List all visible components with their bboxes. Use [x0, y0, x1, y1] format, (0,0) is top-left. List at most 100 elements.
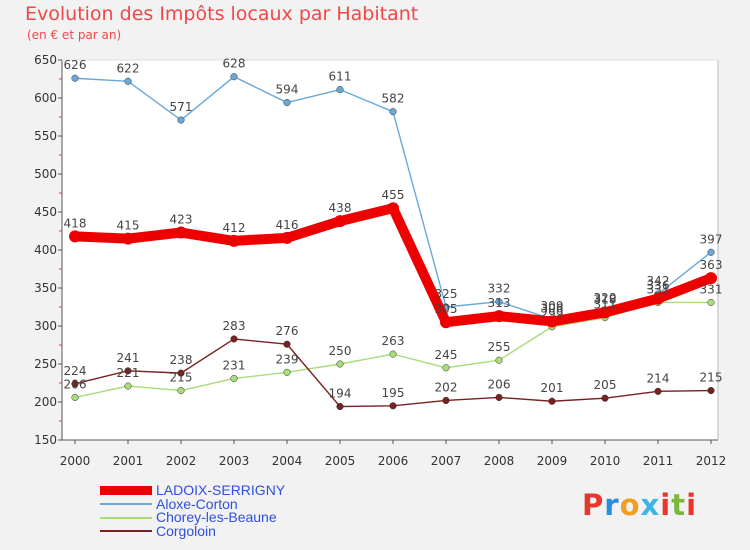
legend-swatch [100, 503, 152, 506]
y-tick-label: 550 [34, 129, 57, 143]
data-point [283, 340, 291, 348]
data-label: 215 [170, 371, 193, 385]
x-tick-label: 2011 [643, 454, 674, 468]
data-label: 363 [700, 258, 723, 272]
data-label: 342 [647, 274, 670, 288]
x-tick-label: 2000 [60, 454, 91, 468]
data-label: 311 [594, 298, 617, 312]
data-label: 214 [647, 371, 670, 385]
data-point [548, 397, 556, 405]
data-label: 306 [541, 301, 564, 315]
legend-entry: Chorey-les-Beaune [100, 509, 285, 526]
data-label: 241 [117, 351, 140, 365]
data-label: 331 [700, 282, 723, 296]
data-point [389, 402, 397, 410]
data-label: 305 [435, 302, 458, 316]
data-point [495, 298, 503, 306]
data-point [707, 387, 715, 395]
data-point [336, 403, 344, 411]
data-label: 194 [329, 387, 352, 401]
data-point [599, 306, 611, 319]
data-label: 195 [382, 386, 405, 400]
labels-ladoix-serrigny: 418 415 423 412 416 438 455 305 313 306 318 336 363 [64, 188, 723, 316]
legend-swatch [100, 516, 152, 519]
data-point [283, 368, 291, 376]
data-label: 622 [117, 61, 140, 75]
data-point [336, 360, 344, 368]
x-tick-label: 2005 [325, 454, 356, 468]
y-tick-label: 250 [34, 357, 57, 371]
data-point [122, 232, 134, 245]
data-label: 231 [223, 358, 246, 372]
y-tick-label: 600 [34, 91, 57, 105]
data-point [387, 202, 399, 215]
x-tick-label: 2009 [537, 454, 568, 468]
legend-swatch [100, 486, 152, 496]
x-tick-label: 2004 [272, 454, 303, 468]
y-tick-label: 350 [34, 281, 57, 295]
legend-label: Aloxe-Corton [156, 495, 238, 512]
data-label: 201 [541, 381, 564, 395]
y-tick-label: 200 [34, 395, 57, 409]
legend: LADOIX-SERRIGNY Aloxe-Corton Chorey-les-Be… [100, 482, 286, 539]
legend-label: Corgoloin [156, 522, 216, 539]
data-label: 276 [276, 324, 299, 338]
series-corgoloin [71, 335, 715, 411]
data-label: 320 [594, 291, 617, 305]
logo-letter: i [686, 488, 698, 522]
x-tick-label: 2012 [696, 454, 727, 468]
legend-label: Chorey-les-Beaune [156, 509, 277, 526]
legend-label: LADOIX-SERRIGNY [156, 482, 286, 499]
data-label: 418 [64, 216, 87, 230]
data-label: 582 [382, 92, 405, 106]
x-tick-label: 2007 [431, 454, 462, 468]
data-label: 206 [488, 377, 511, 391]
data-point [440, 316, 452, 329]
data-point [228, 234, 240, 247]
data-label: 455 [382, 188, 405, 202]
data-point [389, 350, 397, 358]
data-point [652, 292, 664, 305]
labels-aloxe-corton: 626 622 571 628 594 611 582 325 332 309 320 342 397 [64, 57, 723, 313]
x-tick-label: 2003 [219, 454, 250, 468]
labels-chorey-les-beaune: 206 221 215 231 239 250 263 245 255 299 311 331 331 [64, 282, 723, 391]
data-label: 332 [488, 282, 511, 296]
data-label: 206 [64, 377, 87, 391]
x-tick-label: 2006 [378, 454, 409, 468]
plot-area [62, 60, 718, 440]
logo-letter: t [671, 488, 687, 522]
data-label: 336 [647, 279, 670, 293]
data-point [495, 393, 503, 401]
data-point [336, 86, 344, 94]
data-label: 299 [541, 307, 564, 321]
data-label: 309 [541, 299, 564, 313]
x-tick-label: 2002 [166, 454, 197, 468]
y-tick-label: 150 [34, 433, 57, 447]
data-point [707, 298, 715, 306]
data-point [177, 369, 185, 377]
logo-letter: P [582, 488, 605, 522]
data-label: 255 [488, 340, 511, 354]
data-label: 215 [700, 371, 723, 385]
data-point [705, 272, 717, 285]
data-label: 245 [435, 348, 458, 362]
x-tick-label: 2010 [590, 454, 621, 468]
data-label: 318 [594, 292, 617, 306]
data-point [230, 374, 238, 382]
legend-entry: Aloxe-Corton [100, 495, 285, 512]
data-point [124, 382, 132, 390]
y-tick-label: 650 [34, 53, 57, 67]
logo-letter: i [660, 488, 672, 522]
y-tick-label: 300 [34, 319, 57, 333]
data-point [334, 215, 346, 228]
data-point [442, 364, 450, 372]
data-point [175, 226, 187, 239]
data-label: 412 [223, 221, 246, 235]
data-point [177, 387, 185, 395]
data-label: 313 [488, 296, 511, 310]
data-point [71, 380, 79, 388]
data-label: 239 [276, 352, 299, 366]
data-label: 628 [223, 57, 246, 71]
data-point [71, 393, 79, 401]
